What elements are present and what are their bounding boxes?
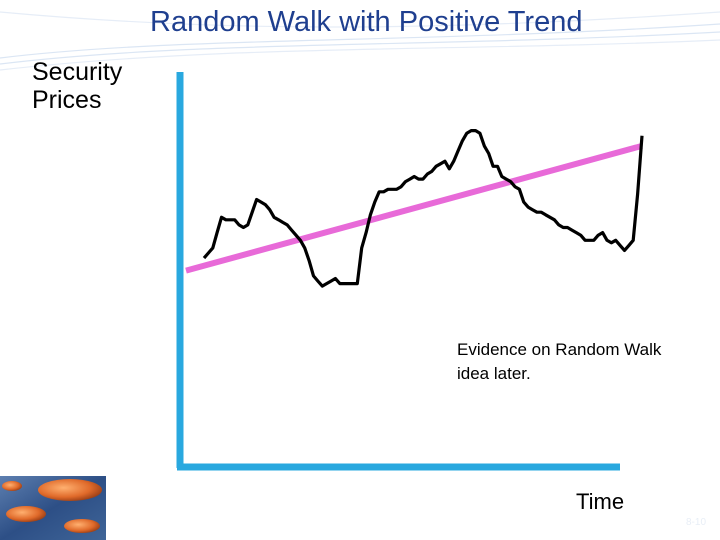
- price-line: [202, 129, 644, 288]
- decor-line: [0, 31, 720, 65]
- slide-title: Random Walk with Positive Trend: [150, 6, 583, 38]
- decorative-wave-lines: [0, 11, 720, 71]
- x-axis-label: Time: [576, 489, 625, 514]
- decor-line: [0, 23, 720, 59]
- annotation-text: Evidence on Random Walk idea later.: [457, 340, 662, 383]
- stone: [2, 481, 22, 491]
- y-axis-label: Security Prices: [32, 58, 123, 114]
- stone: [64, 519, 100, 533]
- trend-line: [185, 143, 643, 274]
- decorative-stones-image: [0, 476, 106, 540]
- decor-line: [0, 39, 720, 71]
- page-number: 8-10: [686, 517, 707, 528]
- stone: [38, 479, 102, 501]
- stone: [6, 506, 46, 522]
- decor-line: [0, 11, 720, 28]
